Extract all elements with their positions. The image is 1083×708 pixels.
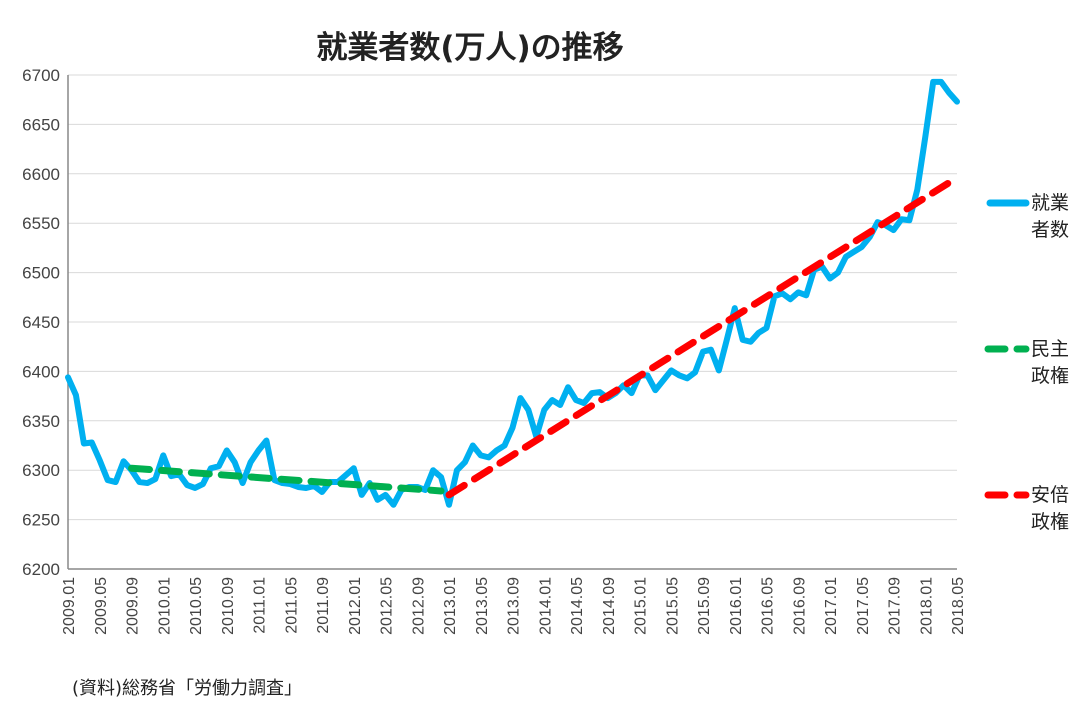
x-tick-label: 2012.05 [379, 577, 396, 635]
x-tick-label: 2018.01 [918, 577, 935, 635]
y-tick-label: 6300 [22, 461, 60, 480]
y-tick-label: 6500 [22, 264, 60, 283]
legend-text: 政権 [1031, 365, 1070, 387]
legend-text: 政権 [1031, 511, 1070, 533]
x-tick-label: 2016.01 [728, 577, 745, 635]
y-tick-label: 6700 [22, 66, 60, 85]
x-tick-label: 2013.01 [442, 577, 459, 635]
x-tick-label: 2011.05 [283, 577, 300, 634]
y-tick-label: 6600 [22, 165, 60, 184]
x-tick-label: 2010.01 [156, 577, 173, 635]
legend-text: 民主 [1031, 338, 1070, 360]
x-tick-label: 2017.05 [855, 577, 872, 635]
x-tick-label: 2016.05 [760, 577, 777, 635]
x-tick-label: 2014.05 [569, 577, 586, 635]
y-tick-label: 6450 [22, 313, 60, 332]
x-tick-label: 2018.05 [950, 577, 967, 635]
x-tick-label: 2014.01 [537, 577, 554, 635]
legend-label-dpj: 民主 政権 [1031, 336, 1073, 390]
x-tick-label: 2015.05 [664, 577, 681, 635]
y-tick-label: 6400 [22, 362, 60, 381]
legend-text: 就業 [1031, 192, 1070, 214]
x-tick-label: 2013.09 [506, 577, 523, 635]
x-tick-label: 2016.09 [791, 577, 808, 635]
x-tick-label: 2009.09 [125, 577, 142, 635]
employed-line [65, 78, 960, 508]
legend-text: 安倍 [1031, 484, 1070, 506]
x-tick-label: 2011.01 [252, 577, 269, 634]
chart-title: 就業者数(万人)の推移 [316, 30, 624, 66]
y-tick-label: 6550 [22, 214, 60, 233]
x-tick-label: 2014.09 [601, 577, 618, 635]
x-tick-label: 2010.05 [188, 577, 205, 635]
source-note: (資料)総務省「労働力調査」 [72, 678, 303, 699]
x-tick-label: 2010.09 [220, 577, 237, 635]
legend-label-abe: 安倍 政権 [1031, 482, 1073, 536]
y-tick-label: 6200 [22, 560, 60, 579]
y-tick-label: 6350 [22, 412, 60, 431]
x-tick-label: 2017.09 [887, 577, 904, 635]
x-tick-label: 2012.01 [347, 577, 364, 635]
x-tick-label: 2015.09 [696, 577, 713, 635]
x-tick-label: 2017.01 [823, 577, 840, 635]
legend-label-employed: 就業 者数 [1031, 190, 1073, 244]
legend-text: 者数 [1031, 219, 1070, 241]
x-tick-label: 2015.01 [633, 577, 650, 635]
y-tick-label: 6250 [22, 511, 60, 530]
abe-trend-line [445, 174, 961, 499]
dpj-trend-line [128, 464, 445, 495]
x-tick-label: 2012.09 [410, 577, 427, 635]
x-tick-label: 2009.01 [61, 577, 78, 635]
x-tick-label: 2009.05 [93, 577, 110, 635]
y-tick-label: 6650 [22, 115, 60, 134]
x-tick-label: 2011.09 [315, 577, 332, 634]
x-tick-label: 2013.05 [474, 577, 491, 635]
